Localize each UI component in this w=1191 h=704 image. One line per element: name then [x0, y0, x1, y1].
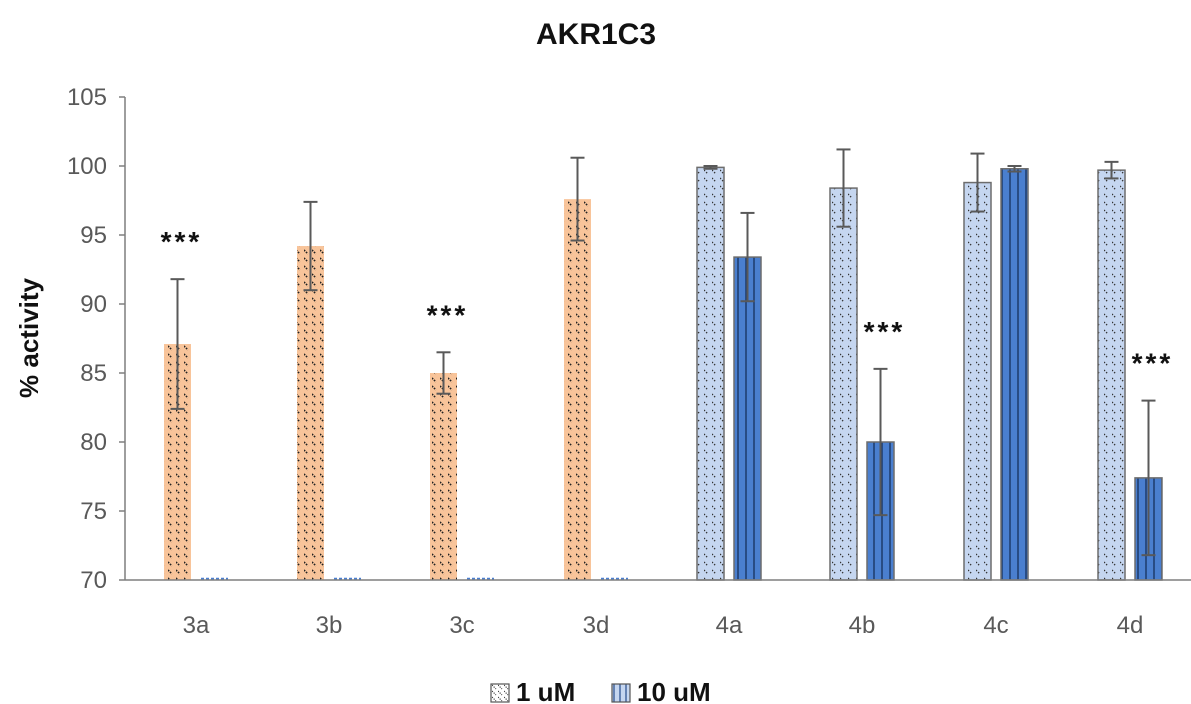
y-axis-label: % activity	[14, 277, 44, 397]
legend-swatch-10uM	[611, 683, 631, 703]
error-bar	[1104, 160, 1119, 180]
y-tick-label: 75	[80, 498, 107, 525]
bar-10uM-4a	[733, 256, 762, 581]
significance-marker-4b: ***	[864, 316, 906, 347]
y-tick-label: 90	[80, 291, 107, 318]
x-tick-label: 4c	[983, 612, 1008, 639]
error-bar	[836, 148, 851, 228]
error-bar	[740, 211, 755, 303]
y-axis-ticks: 70 75 80 85 90 95 100 105	[67, 84, 125, 594]
x-tick-label: 4d	[1117, 612, 1144, 639]
error-bar	[873, 367, 888, 517]
x-tick-label: 3d	[583, 612, 610, 639]
legend-swatch-1uM	[490, 683, 510, 703]
y-tick-label: 70	[80, 567, 107, 594]
y-tick-label: 100	[67, 153, 107, 180]
bar-1uM-4c	[963, 181, 992, 581]
y-tick-label: 80	[80, 429, 107, 456]
x-tick-label: 3c	[449, 612, 474, 639]
x-tick-label: 3b	[316, 612, 343, 639]
error-bars-group	[170, 148, 1156, 557]
error-bar	[170, 278, 185, 410]
x-tick-label: 4a	[716, 612, 743, 639]
bar-10uM-4c	[1000, 168, 1029, 581]
significance-marker-4d: ***	[1132, 348, 1174, 379]
y-tick-label: 105	[67, 84, 107, 111]
error-bar	[970, 152, 985, 213]
significance-marker-3c: ***	[427, 299, 469, 330]
legend: 1 uM 10 uM	[490, 677, 711, 704]
significance-markers: *** *** *** ***	[161, 226, 1174, 379]
significance-marker-3a: ***	[161, 226, 203, 257]
bar-1uM-3b	[297, 246, 324, 581]
bar-1uM-3c	[430, 373, 457, 580]
bar-1uM-4a	[696, 166, 725, 581]
bar-1uM-4d	[1097, 169, 1126, 581]
error-bar	[1141, 399, 1156, 557]
error-bar	[703, 165, 718, 170]
x-tick-label: 4b	[849, 612, 876, 639]
error-bar	[303, 200, 318, 292]
legend-label-1uM: 1 uM	[516, 677, 575, 704]
legend-label-10uM: 10 uM	[637, 677, 711, 704]
bar-1uM-3d	[564, 199, 591, 580]
y-tick-label: 85	[80, 360, 107, 387]
bars-group	[164, 166, 1163, 581]
x-axis-ticks: 3a 3b 3c 3d 4a 4b 4c 4d	[183, 612, 1144, 639]
y-tick-label: 95	[80, 222, 107, 249]
error-bar	[570, 156, 585, 242]
error-bar	[1007, 165, 1022, 173]
chart-title: AKR1C3	[536, 18, 656, 51]
error-bar	[436, 351, 451, 395]
x-tick-label: 3a	[183, 612, 210, 639]
bar-1uM-4b	[829, 187, 858, 581]
